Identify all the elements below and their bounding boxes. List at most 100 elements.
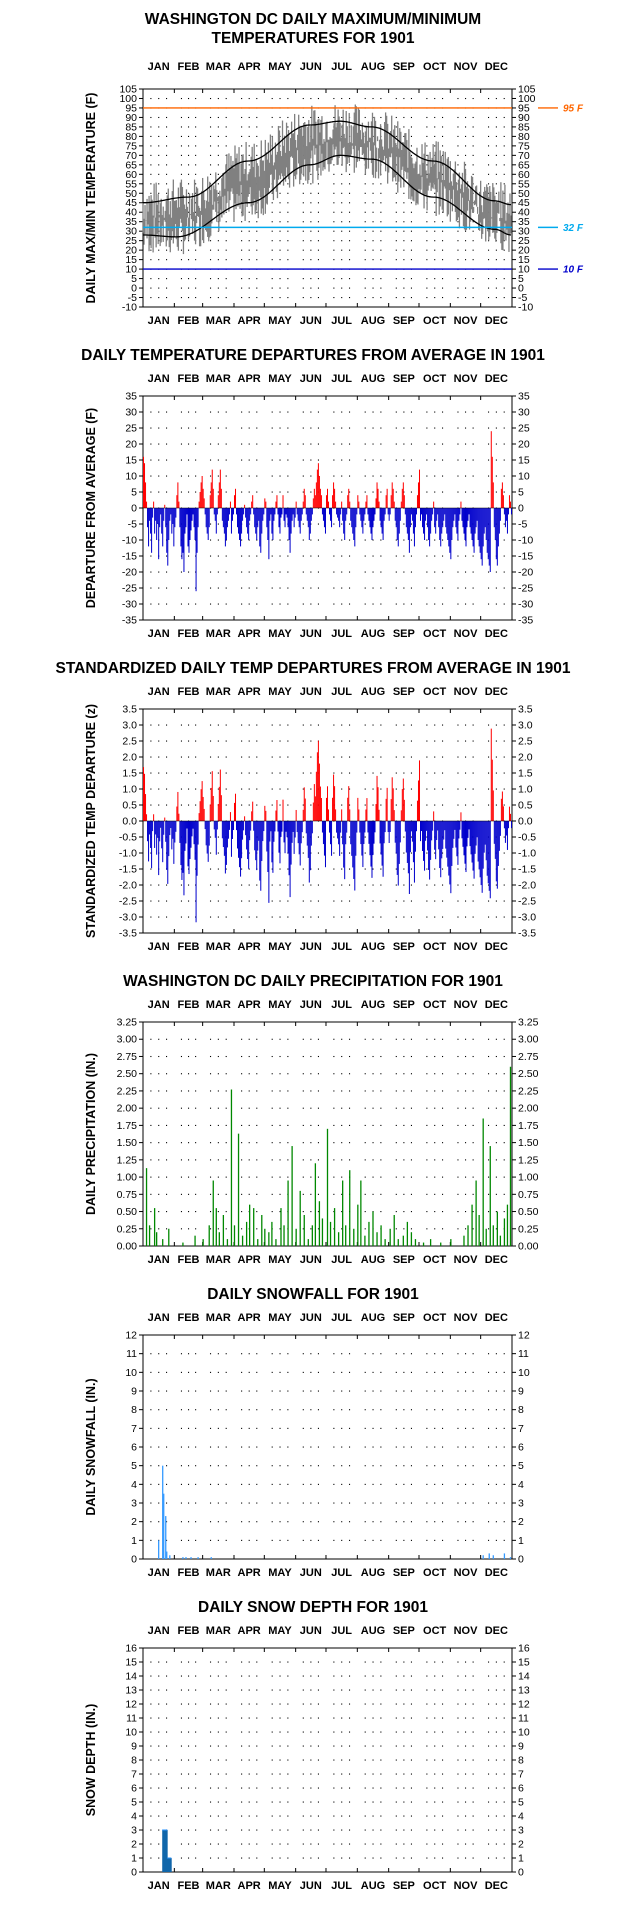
- grid-dot: [303, 588, 304, 589]
- departure-bar: [264, 806, 265, 821]
- grid-dot: [188, 278, 189, 279]
- grid-dot: [504, 288, 505, 289]
- grid-dot: [195, 98, 196, 99]
- grid-dot: [341, 572, 342, 573]
- month-label-top: AUG: [361, 686, 385, 698]
- y-tick-label-right: -0.5: [518, 832, 536, 844]
- departure-bar: [346, 821, 347, 833]
- grid-dot: [218, 460, 219, 461]
- grid-dot: [287, 773, 288, 774]
- grid-dot: [396, 1465, 397, 1466]
- grid-dot: [488, 1662, 489, 1663]
- grid-dot: [256, 1844, 257, 1845]
- grid-dot: [396, 1409, 397, 1410]
- grid-dot: [318, 1391, 319, 1392]
- grid-dot: [218, 1844, 219, 1845]
- departure-bar: [237, 821, 238, 848]
- grid-dot: [380, 460, 381, 461]
- grid-dot: [496, 1718, 497, 1719]
- departure-bar: [220, 470, 221, 508]
- grid-dot: [434, 240, 435, 241]
- grid-dot: [365, 773, 366, 774]
- y-tick-label-left: 5: [131, 1797, 137, 1809]
- grid-dot: [195, 155, 196, 156]
- grid-dot: [380, 476, 381, 477]
- month-label-bottom: JUN: [300, 1254, 322, 1266]
- grid-dot: [303, 444, 304, 445]
- grid-dot: [210, 1177, 211, 1178]
- departure-bar: [273, 821, 274, 842]
- grid-dot: [380, 805, 381, 806]
- grid-dot: [504, 901, 505, 902]
- month-label-top: MAY: [268, 999, 292, 1011]
- grid-dot: [341, 757, 342, 758]
- departure-bar: [468, 508, 469, 521]
- grid-dot: [195, 741, 196, 742]
- departure-bar: [347, 798, 348, 821]
- grid-dot: [349, 572, 350, 573]
- grid-dot: [218, 1465, 219, 1466]
- grid-dot: [434, 1802, 435, 1803]
- grid-dot: [256, 1142, 257, 1143]
- y-tick-label-left: 9: [131, 1386, 137, 1398]
- grid-dot: [434, 540, 435, 541]
- grid-dot: [249, 1125, 250, 1126]
- grid-dot: [488, 1211, 489, 1212]
- departure-bar: [454, 821, 455, 830]
- departure-bar: [348, 489, 349, 508]
- month-label-top: JAN: [148, 61, 170, 73]
- grid-dot: [158, 98, 159, 99]
- grid-dot: [396, 1142, 397, 1143]
- grid-dot: [303, 725, 304, 726]
- grid-dot: [181, 1844, 182, 1845]
- grid-dot: [488, 259, 489, 260]
- departure-bar: [311, 821, 312, 846]
- grid-dot: [318, 1760, 319, 1761]
- grid-dot: [333, 240, 334, 241]
- grid-dot: [166, 1391, 167, 1392]
- grid-dot: [411, 901, 412, 902]
- grid-dot: [279, 1372, 280, 1373]
- grid-dot: [411, 1521, 412, 1522]
- y-tick-label-right: -25: [518, 583, 533, 595]
- departure-bar: [305, 495, 306, 508]
- grid-dot: [158, 588, 159, 589]
- grid-dot: [272, 250, 273, 251]
- grid-dot: [457, 221, 458, 222]
- grid-dot: [333, 1690, 334, 1691]
- departure-bar: [314, 784, 315, 821]
- grid-dot: [310, 1802, 311, 1803]
- grid-dot: [426, 1125, 427, 1126]
- grid-dot: [150, 174, 151, 175]
- grid-dot: [442, 1540, 443, 1541]
- departure-bar: [481, 821, 482, 885]
- departure-bar: [262, 508, 263, 521]
- month-label-bottom: SEP: [393, 315, 415, 327]
- departure-bar: [273, 508, 274, 521]
- grid-dot: [473, 757, 474, 758]
- grid-dot: [411, 1788, 412, 1789]
- grid-dot: [181, 1142, 182, 1143]
- grid-dot: [473, 917, 474, 918]
- departure-bar: [217, 821, 218, 829]
- departure-bar: [286, 821, 287, 832]
- departure-bar: [322, 821, 323, 833]
- grid-dot: [457, 476, 458, 477]
- month-label-top: DEC: [485, 1312, 508, 1324]
- grid-dot: [473, 1760, 474, 1761]
- grid-dot: [279, 757, 280, 758]
- grid-dot: [396, 1704, 397, 1705]
- grid-dot: [473, 1503, 474, 1504]
- y-tick-label-left: -10: [122, 535, 137, 547]
- grid-dot: [434, 1732, 435, 1733]
- grid-dot: [333, 556, 334, 557]
- grid-dot: [434, 460, 435, 461]
- grid-dot: [150, 1142, 151, 1143]
- month-label-top: DEC: [485, 373, 508, 385]
- grid-dot: [465, 1732, 466, 1733]
- grid-dot: [287, 1465, 288, 1466]
- grid-dot: [210, 757, 211, 758]
- grid-dot: [150, 757, 151, 758]
- grid-dot: [380, 540, 381, 541]
- departure-bar: [396, 821, 397, 853]
